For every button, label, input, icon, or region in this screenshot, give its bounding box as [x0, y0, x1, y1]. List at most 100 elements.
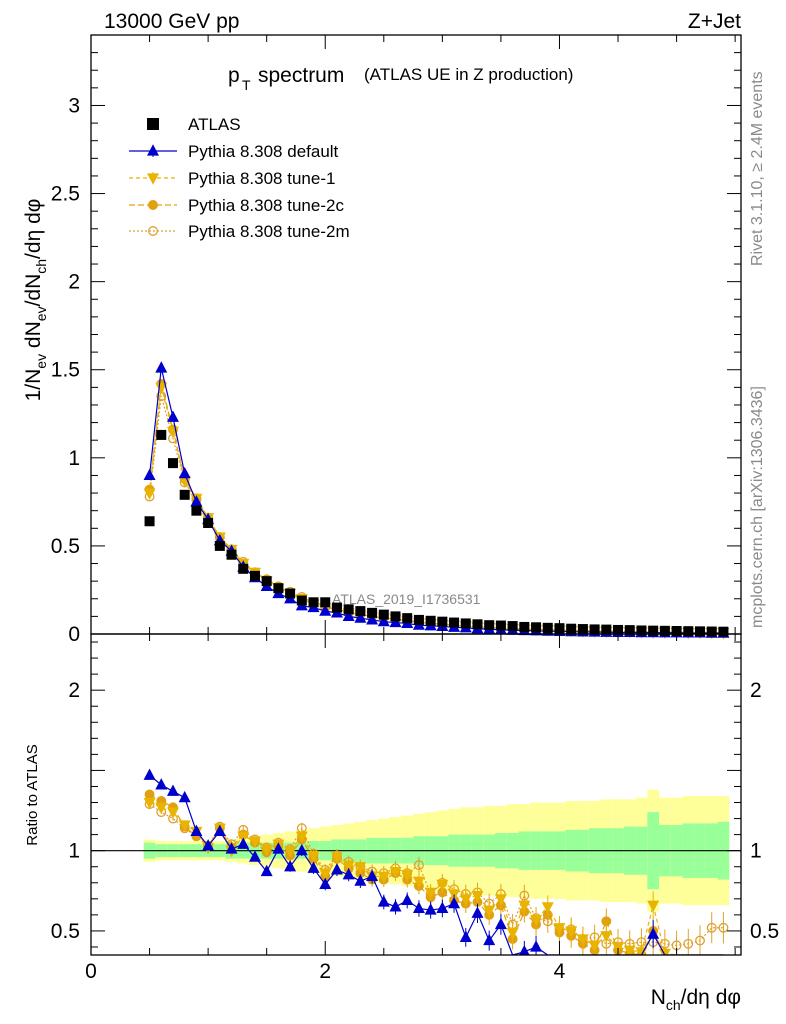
ratio-point-0 [471, 906, 484, 918]
ratio-point-0 [295, 843, 308, 856]
ratio-point-0 [424, 903, 437, 915]
y-tick-label-main: 2 [68, 271, 80, 294]
ratio-point-1 [553, 923, 566, 935]
y-axis-title-main-text: 1/Nev dNev/dNch/dη dφ [22, 199, 49, 402]
ratio-point-3 [718, 922, 729, 933]
main-point-1 [354, 611, 367, 623]
atlas-data-point [144, 516, 155, 527]
ratio-point-1 [284, 846, 297, 858]
atlas-data-point [249, 570, 260, 581]
atlas-data-point [343, 604, 354, 615]
title-sub: T [242, 77, 251, 93]
ratio-point-1 [600, 931, 613, 943]
atlas-data-point [179, 489, 190, 500]
main-point-1 [319, 604, 332, 616]
axis-ticks: 0 2 400.511.522.530.5 0.51 12 2 [51, 34, 779, 983]
atlas-data-point [214, 540, 225, 551]
atlas-data-point [226, 549, 237, 560]
ratio-point-3 [695, 935, 705, 946]
ratio-point-1 [623, 945, 636, 957]
rivet-label: Rivet 3.1.10, ≥ 2.4M events [749, 71, 766, 266]
ratio-point-3 [706, 922, 717, 933]
ratio-point-0 [260, 864, 273, 877]
ratio-point-1 [401, 870, 414, 882]
legend-label: ATLAS [188, 115, 241, 134]
atlas-data-point [390, 611, 401, 622]
ratio-point-1 [248, 836, 261, 848]
mcplots-label: mcplots.cern.ch [arXiv:1306.3436] [749, 386, 766, 628]
ratio-point-0 [530, 940, 543, 952]
main-point-1 [166, 410, 179, 422]
atlas-data-point [683, 626, 694, 637]
atlas-data-point [577, 624, 588, 635]
ratio-point-1 [436, 879, 449, 892]
ratio-point-1 [295, 831, 308, 844]
atlas-data-point [695, 626, 706, 637]
legend-label: Pythia 8.308 tune-2m [188, 222, 350, 241]
ratio-point-0 [155, 778, 168, 790]
ratio-point-1 [307, 850, 320, 863]
ratio-point-2 [144, 789, 155, 800]
legend-marker [148, 226, 158, 236]
ratio-point-0 [202, 839, 215, 851]
y-tick-label-ratio-right: 2 [750, 679, 762, 702]
main-point-2 [143, 488, 156, 500]
y-tick-label-main: 3 [68, 94, 80, 117]
main-point-1 [178, 466, 191, 479]
ratio-clip-cover [91, 955, 741, 980]
atlas-data-point [167, 458, 178, 469]
y-tick-label-main: 1 [68, 447, 80, 470]
ratio-point-0 [307, 861, 320, 873]
ratio-point-1 [494, 894, 507, 906]
y-tick-label-ratio-left: 1 [68, 840, 80, 863]
main-point-1 [366, 613, 379, 625]
legend-marker-atlas [147, 118, 159, 130]
y-tick-label-ratio-left: 0.5 [51, 920, 80, 943]
ratio-point-0 [248, 850, 261, 862]
ratio-point-1 [389, 866, 402, 879]
ratio-point-0 [272, 842, 285, 854]
atlas-data-point [156, 429, 167, 440]
atlas-data-point [495, 620, 506, 631]
ratio-point-1 [155, 802, 168, 815]
legend-marker [147, 173, 159, 185]
y-tick-label-main: 0 [68, 623, 80, 646]
atlas-data-point [437, 616, 448, 627]
ratio-point-0 [436, 901, 449, 914]
y-tick-label-main: 1.5 [51, 359, 80, 382]
y-tick-label-ratio-left: 2 [68, 679, 80, 702]
atlas-data-point [238, 563, 249, 574]
ratio-point-0 [178, 790, 191, 803]
atlas-data-point [273, 583, 284, 594]
ratio-point-1 [483, 905, 496, 917]
legend-label: Pythia 8.308 tune-2c [188, 196, 344, 215]
ratio-point-0 [483, 933, 496, 946]
ratio-panel-frame [90, 633, 742, 956]
atlas-data-point [285, 588, 296, 599]
ratio-point-1 [178, 820, 191, 832]
title-main: p [228, 64, 240, 87]
energy-label: 13000 GeV pp [104, 10, 239, 33]
atlas-data-point [659, 625, 670, 636]
ratio-point-3 [413, 860, 424, 871]
ratio-point-0 [366, 869, 379, 881]
atlas-data-point [601, 624, 612, 635]
y-tick-label-ratio-right: 1 [750, 840, 762, 863]
atlas-data-point [718, 626, 729, 637]
atlas-data-point [203, 518, 214, 529]
ratio-point-1 [237, 831, 250, 844]
ratio-point-0 [213, 824, 226, 837]
atlas-data-point [472, 619, 483, 630]
ratio-point-1 [518, 900, 531, 913]
y-axis-title-ratio: Ratio to ATLAS [24, 744, 41, 845]
ratio-point-1 [576, 934, 589, 946]
ratio-point-3 [683, 938, 694, 949]
ratio-point-0 [225, 842, 238, 854]
y-tick-label-main: 0.5 [51, 535, 80, 558]
ratio-point-1 [354, 862, 367, 874]
atlas-data-point [320, 597, 331, 608]
main-series [143, 361, 730, 640]
main-point-1 [155, 361, 168, 373]
ratio-series [143, 768, 729, 961]
ratio-point-1 [541, 902, 554, 914]
